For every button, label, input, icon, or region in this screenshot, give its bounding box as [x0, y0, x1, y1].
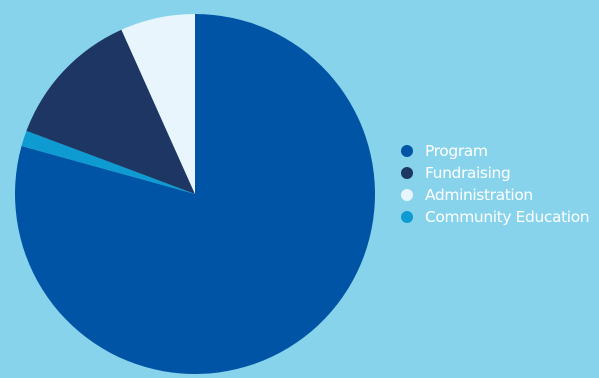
- legend-swatch: [401, 189, 413, 201]
- chart-legend: Program Fundraising Administration Communit…: [401, 140, 597, 228]
- pie-slice-community-education: [21, 130, 196, 194]
- legend-label: Administration: [425, 186, 533, 204]
- legend-item-program: Program: [401, 140, 597, 162]
- legend-swatch: [401, 145, 413, 157]
- legend-swatch: [401, 167, 413, 179]
- legend-item-community-education: Community Education: [401, 206, 597, 228]
- legend-label: Community Education: [425, 208, 590, 226]
- legend-item-administration: Administration: [401, 184, 597, 206]
- legend-label: Fundraising: [425, 164, 511, 182]
- legend-swatch: [401, 211, 413, 223]
- pie-chart: [15, 14, 376, 374]
- pie-slice-program: [15, 14, 376, 374]
- pie-slice-fundraising: [26, 29, 196, 194]
- legend-item-fundraising: Fundraising: [401, 162, 597, 184]
- pie-slice-administration: [121, 14, 195, 194]
- legend-label: Program: [425, 142, 488, 160]
